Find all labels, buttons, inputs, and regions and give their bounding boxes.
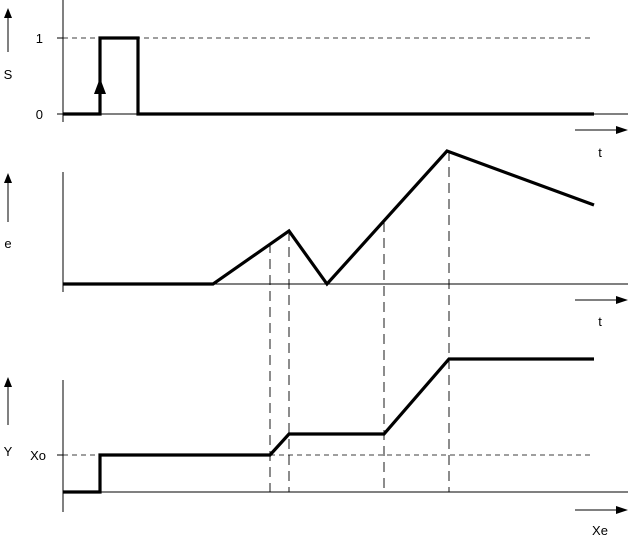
e-time-label: t — [598, 314, 602, 329]
panel-e: e t — [4, 149, 628, 329]
panel-y: Xo Y Xe — [4, 357, 628, 538]
trigger-arrow-icon — [94, 78, 106, 94]
y-axis-arrowhead-icon — [4, 377, 12, 387]
s-pulse-signal — [63, 36, 594, 116]
s-axis-label: S — [4, 67, 13, 82]
s-time-arrowhead-icon — [616, 126, 628, 134]
s-tick-label-0: 0 — [36, 107, 43, 122]
e-error-signal — [63, 149, 595, 287]
y-x-axis-label: Xe — [592, 523, 608, 538]
e-axis-label: e — [4, 236, 11, 251]
y-axis-label: Y — [4, 444, 13, 459]
s-axis-arrowhead-icon — [4, 8, 12, 18]
y-level-label: Xo — [30, 448, 46, 463]
s-tick-label-1: 1 — [36, 31, 43, 46]
s-time-label: t — [598, 145, 602, 160]
panel-s: 1 0 S t — [4, 0, 628, 160]
e-axis-arrowhead-icon — [4, 173, 12, 183]
y-xe-arrowhead-icon — [616, 506, 628, 514]
e-time-arrowhead-icon — [616, 296, 628, 304]
y-output-signal — [63, 357, 594, 494]
connector-lines — [269, 151, 450, 492]
